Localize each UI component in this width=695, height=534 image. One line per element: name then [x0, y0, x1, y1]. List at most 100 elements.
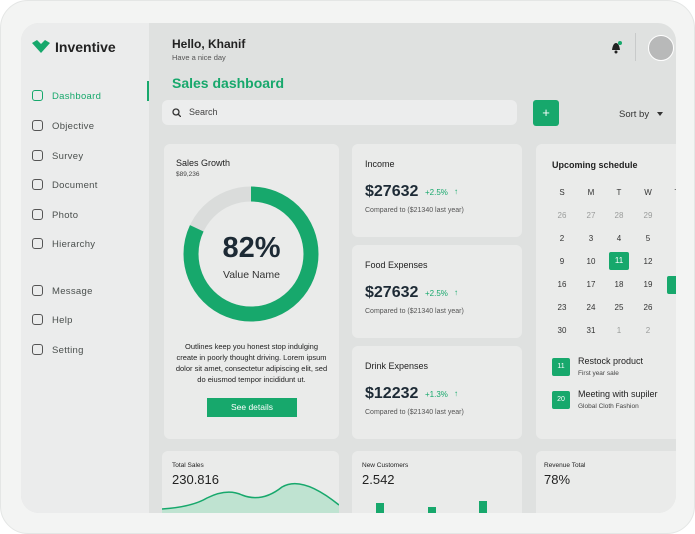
subtitle: Have a nice day	[172, 53, 226, 62]
percent: 82%	[222, 232, 281, 264]
calendar-day[interactable]: 2	[559, 234, 565, 243]
calendar-day[interactable]: 26	[557, 211, 567, 220]
card-value: $27632	[365, 183, 419, 200]
screen: Inventive Dashboard Objective Survey Docume…	[21, 23, 676, 513]
bar	[376, 503, 384, 513]
calendar-day[interactable]: 23	[557, 303, 567, 312]
search-icon	[172, 108, 181, 117]
nav-item[interactable]: Help	[52, 315, 73, 326]
calendar-day[interactable]: 3	[588, 234, 594, 243]
value-name: Value Name	[222, 269, 280, 281]
card-change: +2.5%	[425, 289, 448, 298]
calendar-day[interactable]: 28	[614, 211, 624, 220]
details-button[interactable]: See details	[207, 398, 297, 417]
nav-item[interactable]: Message	[52, 286, 93, 297]
event-day: 11	[552, 358, 570, 376]
calendar-day-highlight	[667, 276, 676, 294]
calendar-day[interactable]: 17	[586, 280, 596, 289]
add-button[interactable]: +	[533, 100, 559, 126]
card-note: Compared to ($21340 last year)	[365, 207, 464, 214]
calendar-day[interactable]: 11	[609, 252, 629, 270]
weekday: T	[616, 188, 622, 197]
bar	[479, 501, 487, 513]
stat-card: Income $27632 +2.5% ↑ Compared to ($21340 la…	[352, 144, 522, 237]
calendar-day[interactable]: 26	[643, 303, 653, 312]
sales-chart	[162, 482, 339, 513]
nav-icon	[32, 314, 43, 325]
nav-icon	[32, 179, 43, 190]
caret	[657, 112, 663, 116]
nav-icon	[32, 120, 43, 131]
up-arrow: ↑	[454, 187, 458, 196]
calendar-day[interactable]: 31	[586, 326, 596, 335]
event-sub: Global Cloth Fashion	[578, 403, 639, 410]
stat-card: Food Expenses $27632 +2.5% ↑ Compared to ($2…	[352, 245, 522, 338]
nav-item[interactable]: Photo	[52, 210, 79, 221]
new-customers-card	[352, 451, 522, 513]
event-title[interactable]: Meeting with supiler	[578, 389, 658, 399]
logo	[32, 40, 50, 53]
nav-icon	[32, 238, 43, 249]
card-title: Income	[365, 159, 395, 169]
brand: Inventive	[55, 39, 116, 55]
calendar-day[interactable]: 25	[614, 303, 624, 312]
avatar[interactable]	[648, 35, 674, 61]
card-change: +1.3%	[425, 390, 448, 399]
nav-icon	[32, 150, 43, 161]
card-value: $12232	[365, 385, 419, 402]
calendar-day[interactable]: 4	[616, 234, 622, 243]
description: Outlines keep you honest stop indulging …	[175, 342, 328, 384]
calendar-day[interactable]: 12	[643, 257, 653, 266]
greeting: Hello, Khanif	[172, 37, 246, 51]
nav-icon	[32, 344, 43, 355]
calendar-day[interactable]: 19	[643, 280, 653, 289]
calendar-day[interactable]: 29	[643, 211, 653, 220]
nav-item[interactable]: Document	[52, 180, 98, 191]
calendar-day[interactable]: 16	[557, 280, 567, 289]
calendar-day[interactable]: 5	[645, 234, 651, 243]
calendar-day[interactable]: 24	[586, 303, 596, 312]
amount: $89,236	[176, 171, 200, 178]
card-note: Compared to ($21340 last year)	[365, 409, 464, 416]
weekday: T	[667, 188, 676, 197]
weekday: M	[587, 188, 595, 197]
event-day: 20	[552, 391, 570, 409]
card-value: $27632	[365, 284, 419, 301]
calendar-day[interactable]: 18	[614, 280, 624, 289]
sort-button[interactable]: Sort by	[619, 109, 650, 120]
nav-item[interactable]: Survey	[52, 151, 84, 162]
nav-item[interactable]: Objective	[52, 121, 95, 132]
calendar-day[interactable]: 30	[557, 326, 567, 335]
kpi-value: 2.542	[362, 472, 395, 487]
calendar-day[interactable]: 9	[559, 257, 565, 266]
nav-item[interactable]: Hierarchy	[52, 239, 96, 250]
kpi-title: New Customers	[362, 462, 409, 469]
calendar-day[interactable]: 1	[616, 326, 622, 335]
sidebar: Inventive Dashboard Objective Survey Docume…	[21, 23, 149, 513]
donut	[183, 186, 319, 322]
card-title: Food Expenses	[365, 260, 428, 270]
schedule-title: Upcoming schedule	[552, 160, 638, 170]
page-title: Sales dashboard	[172, 75, 285, 91]
nav-item[interactable]: Setting	[52, 345, 84, 356]
bell-icon[interactable]	[610, 40, 622, 54]
up-arrow: ↑	[454, 288, 458, 297]
nav-item[interactable]: Dashboard	[52, 91, 102, 102]
donut-arc	[183, 186, 319, 322]
nav-icon	[32, 209, 43, 220]
stat-card: Drink Expenses $12232 +1.3% ↑ Compared to ($…	[352, 346, 522, 439]
search-bar[interactable]: Search	[162, 100, 517, 125]
event-title[interactable]: Restock product	[578, 356, 644, 366]
kpi-title: Revenue Total	[544, 462, 586, 469]
weekday: W	[644, 188, 652, 197]
active-indicator	[147, 81, 149, 101]
calendar-day[interactable]: 10	[586, 257, 596, 266]
kpi-title: Total Sales	[172, 462, 204, 469]
schedule-card: Upcoming schedule SMTWT26272829234591011…	[536, 144, 676, 439]
card-title: Sales Growth	[176, 158, 231, 168]
calendar-day[interactable]: 2	[645, 326, 651, 335]
card-change: +2.5%	[425, 188, 448, 197]
event-sub: First year sale	[578, 370, 619, 377]
calendar-day[interactable]: 27	[586, 211, 596, 220]
